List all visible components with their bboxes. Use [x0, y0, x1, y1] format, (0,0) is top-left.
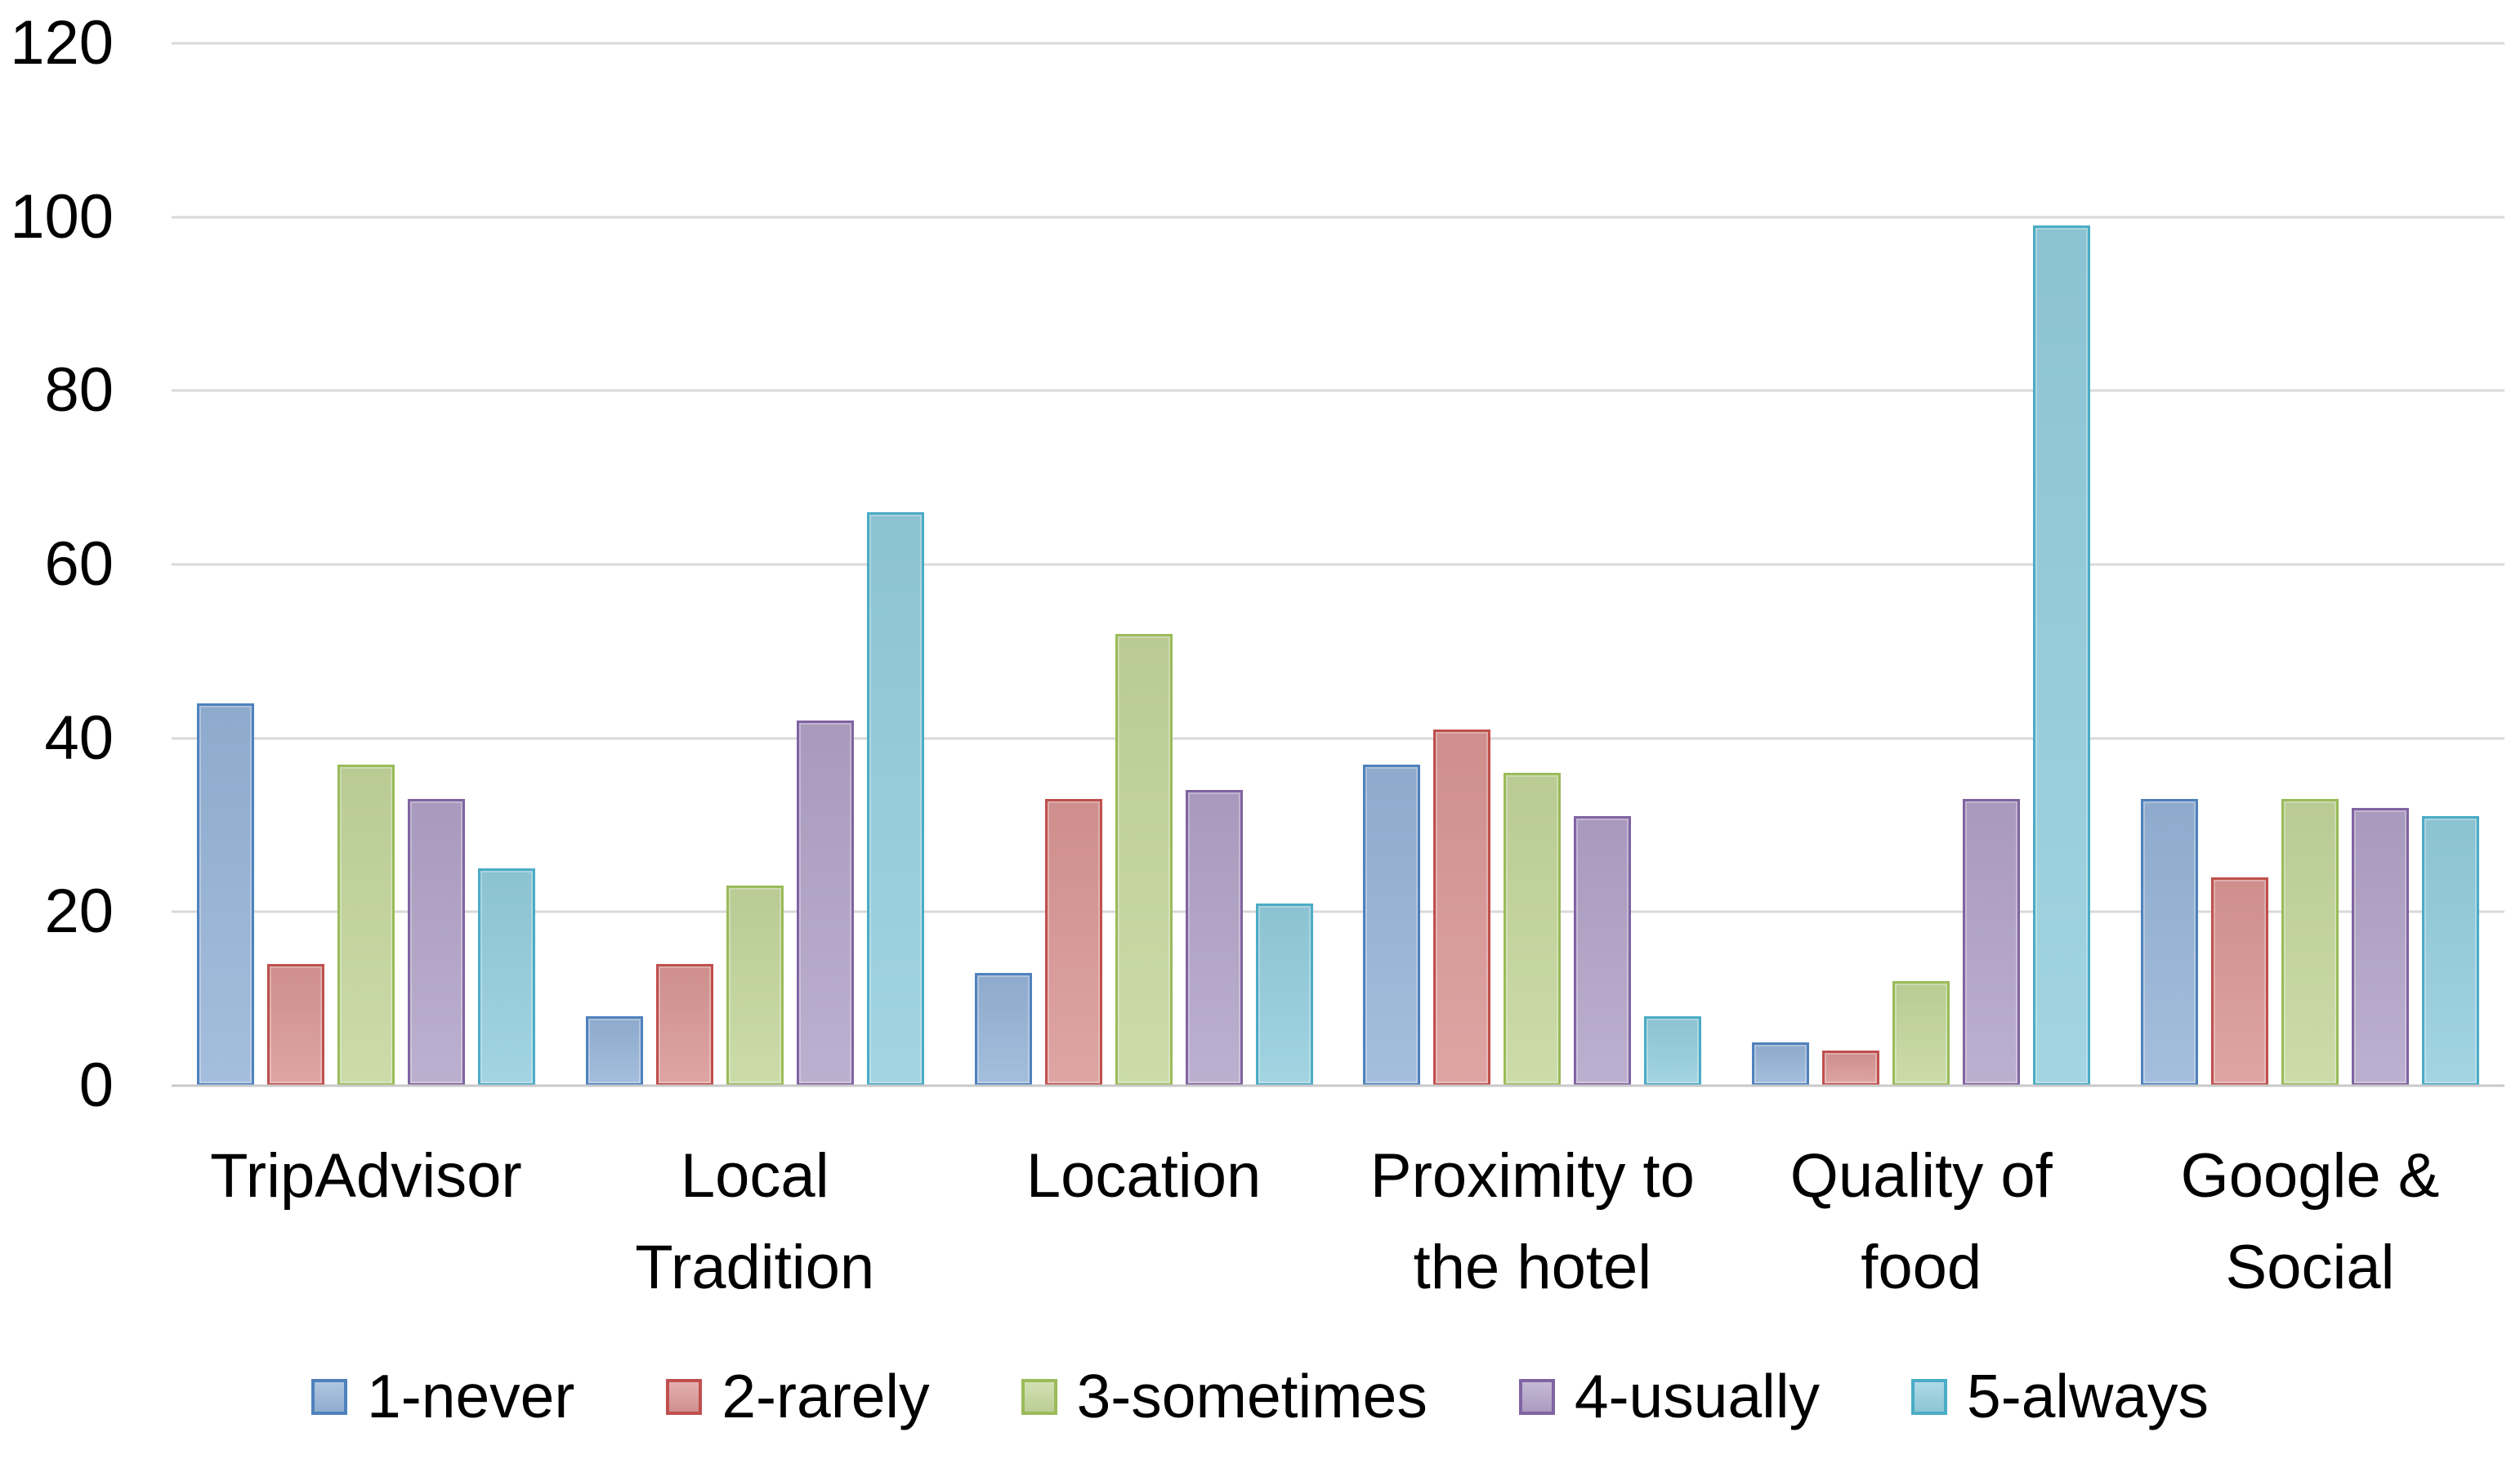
legend-label: 1-never: [367, 1362, 575, 1430]
bar: [866, 512, 924, 1086]
bar: [477, 868, 535, 1086]
legend-item: 2-rarely: [666, 1362, 930, 1430]
bar: [1185, 790, 1243, 1086]
legend-label: 3-sometimes: [1076, 1362, 1428, 1430]
bar: [1644, 1015, 1702, 1086]
legend: 1-never 2-rarely 3-sometimes 4-usually 5-alw…: [0, 1366, 2520, 1427]
x-category-label: Proximity to the hotel: [1369, 1141, 1695, 1302]
bar: [1752, 1042, 1810, 1086]
y-tick-label: 40: [44, 703, 114, 773]
y-tick-label: 120: [10, 8, 114, 78]
bar: [1822, 1051, 1880, 1086]
bar-groups: [172, 43, 2504, 1086]
bar: [2141, 799, 2199, 1086]
x-category-label: Location: [1025, 1141, 1262, 1211]
plot-area: [172, 42, 2504, 1087]
bar: [2211, 877, 2269, 1086]
bar: [196, 703, 254, 1086]
bar: [2033, 225, 2091, 1086]
legend-label: 5-always: [1967, 1362, 2209, 1430]
x-category-label: Quality of food: [1789, 1141, 2053, 1302]
legend-swatch: [1021, 1378, 1057, 1415]
bar: [337, 764, 395, 1086]
bar: [1433, 730, 1491, 1086]
gridline: [172, 216, 2504, 219]
bar: [1892, 981, 1950, 1086]
legend-label: 2-rarely: [722, 1362, 930, 1430]
bar-group: [561, 43, 949, 1086]
bar: [1574, 816, 1632, 1086]
bar: [1255, 903, 1313, 1086]
bar: [796, 721, 854, 1086]
bar: [1115, 634, 1173, 1086]
bar-group: [2116, 43, 2504, 1086]
bar: [1363, 764, 1421, 1086]
y-tick-label: 0: [78, 1051, 114, 1120]
gridline: [172, 389, 2504, 392]
y-tick-label: 80: [44, 355, 114, 426]
bar: [2352, 807, 2410, 1086]
legend-swatch: [1911, 1378, 1948, 1415]
x-category-label: Local Tradition: [635, 1141, 875, 1302]
legend-swatch: [1518, 1378, 1555, 1415]
bar: [1963, 799, 2021, 1086]
bar: [2422, 816, 2480, 1086]
legend-swatch: [666, 1378, 703, 1415]
bar: [655, 964, 713, 1086]
y-tick-label: 100: [10, 181, 114, 252]
gridline: [172, 563, 2504, 566]
gridline: [172, 42, 2504, 45]
legend-item: 5-always: [1911, 1366, 2209, 1427]
gridline: [172, 737, 2504, 740]
bar: [2281, 799, 2339, 1086]
bar-group: [1727, 43, 2116, 1086]
legend-swatch: [311, 1378, 348, 1415]
legend-item: 1-never: [311, 1366, 574, 1427]
bar-group: [949, 43, 1338, 1086]
bar-group: [1338, 43, 1727, 1086]
bar: [407, 799, 465, 1086]
bar: [585, 1015, 643, 1086]
bar: [726, 886, 784, 1086]
bar: [1044, 799, 1102, 1086]
x-axis-line: [172, 1084, 2504, 1087]
x-category-label: Google & Social: [2180, 1141, 2440, 1302]
x-category-label: TripAdvisor: [210, 1141, 522, 1211]
bar-group: [172, 43, 561, 1086]
x-axis: TripAdvisor Local Tradition Location Proxim…: [172, 1131, 2504, 1314]
legend-label: 4-usually: [1574, 1362, 1821, 1430]
y-tick-label: 60: [44, 529, 114, 599]
legend-item: 3-sometimes: [1021, 1366, 1428, 1427]
legend-item: 4-usually: [1518, 1362, 1821, 1430]
bar: [1504, 773, 1562, 1086]
y-axis: 0 20 40 60 80 100 120: [0, 12, 114, 1117]
bar: [266, 964, 324, 1086]
y-tick-label: 20: [44, 877, 114, 947]
bar: [974, 972, 1032, 1086]
gridline: [172, 910, 2504, 913]
